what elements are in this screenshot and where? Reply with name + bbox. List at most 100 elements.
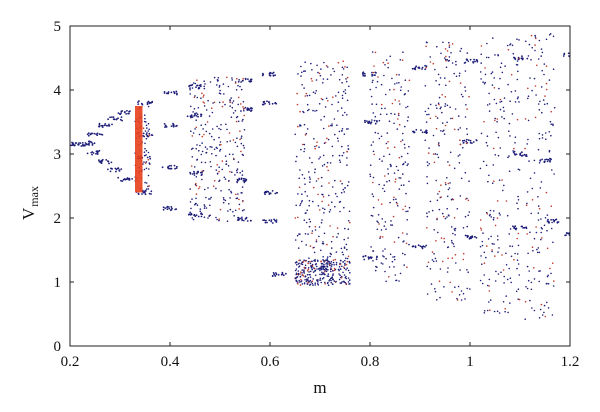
- data-point: [195, 112, 198, 114]
- data-point: [169, 209, 172, 212]
- data-point: [429, 56, 432, 58]
- data-point: [540, 48, 543, 50]
- data-point: [480, 229, 483, 231]
- data-point: [331, 201, 333, 203]
- data-point: [399, 59, 402, 61]
- data-point: [475, 236, 478, 239]
- data-point: [221, 168, 223, 171]
- data-point: [96, 134, 99, 137]
- data-point: [302, 143, 304, 146]
- data-point: [144, 142, 146, 145]
- data-point: [274, 219, 276, 222]
- data-point: [497, 239, 499, 241]
- data-point: [362, 74, 365, 77]
- data-point: [341, 66, 344, 69]
- data-point: [323, 273, 326, 275]
- data-point: [396, 82, 398, 84]
- data-point: [70, 144, 73, 147]
- data-point: [126, 109, 128, 112]
- data-point: [296, 234, 299, 237]
- data-point: [407, 116, 410, 118]
- data-point: [458, 294, 461, 296]
- data-point: [145, 124, 148, 127]
- data-point: [506, 44, 509, 47]
- data-point: [497, 54, 499, 56]
- data-point: [200, 115, 202, 118]
- data-point: [119, 113, 122, 116]
- data-point: [162, 208, 165, 211]
- data-point: [316, 141, 318, 143]
- data-point: [148, 134, 151, 137]
- data-point: [172, 122, 174, 125]
- data-point: [398, 280, 400, 282]
- data-point: [508, 267, 511, 270]
- data-point: [323, 263, 325, 266]
- data-point: [249, 80, 252, 82]
- data-point: [551, 221, 553, 224]
- data-point: [425, 45, 427, 48]
- data-point: [146, 132, 148, 134]
- data-point: [531, 307, 533, 309]
- data-point: [194, 128, 196, 130]
- data-point: [464, 61, 467, 64]
- data-point: [370, 144, 373, 146]
- data-point: [479, 167, 482, 170]
- data-point: [324, 141, 327, 144]
- data-point: [488, 174, 490, 177]
- data-point: [191, 198, 193, 200]
- data-point: [128, 179, 131, 181]
- data-point: [129, 110, 131, 113]
- data-point: [544, 217, 547, 219]
- data-point: [541, 314, 544, 316]
- data-point: [237, 193, 239, 195]
- data-point: [402, 51, 404, 53]
- data-point: [322, 207, 324, 210]
- data-point: [150, 190, 153, 193]
- y-tick-label: 0: [54, 339, 62, 355]
- data-point: [314, 226, 317, 228]
- data-point: [270, 219, 273, 221]
- data-point: [468, 211, 471, 213]
- data-point: [425, 66, 428, 69]
- data-point: [337, 61, 340, 64]
- data-point: [314, 168, 317, 170]
- data-point: [460, 299, 463, 301]
- data-point: [146, 135, 149, 138]
- data-point: [545, 65, 548, 67]
- data-point: [274, 275, 277, 277]
- data-point: [298, 262, 300, 265]
- data-point: [533, 267, 535, 269]
- data-point: [427, 261, 430, 264]
- data-point: [462, 292, 465, 295]
- data-point: [192, 147, 194, 150]
- data-point: [104, 123, 107, 125]
- data-point: [346, 66, 349, 69]
- data-point: [174, 167, 177, 170]
- data-point: [167, 92, 170, 95]
- data-point: [508, 170, 511, 172]
- data-point: [321, 219, 323, 221]
- data-point: [170, 91, 173, 94]
- data-point: [553, 173, 555, 175]
- data-point: [201, 150, 204, 153]
- data-point: [494, 280, 497, 282]
- data-point: [325, 263, 327, 265]
- data-point: [236, 169, 238, 172]
- data-point: [74, 144, 76, 147]
- data-point: [346, 157, 348, 159]
- data-point: [444, 182, 447, 184]
- data-point: [476, 60, 479, 63]
- data-point: [345, 128, 348, 130]
- data-point: [387, 62, 389, 64]
- data-point: [526, 287, 529, 290]
- data-point: [440, 196, 442, 198]
- data-point: [243, 147, 245, 149]
- data-point: [406, 152, 409, 155]
- data-point: [466, 269, 468, 271]
- data-point: [315, 144, 318, 147]
- data-point: [242, 154, 244, 156]
- data-point: [541, 51, 544, 54]
- data-point: [489, 209, 492, 212]
- data-point: [528, 160, 530, 162]
- data-point: [449, 281, 452, 284]
